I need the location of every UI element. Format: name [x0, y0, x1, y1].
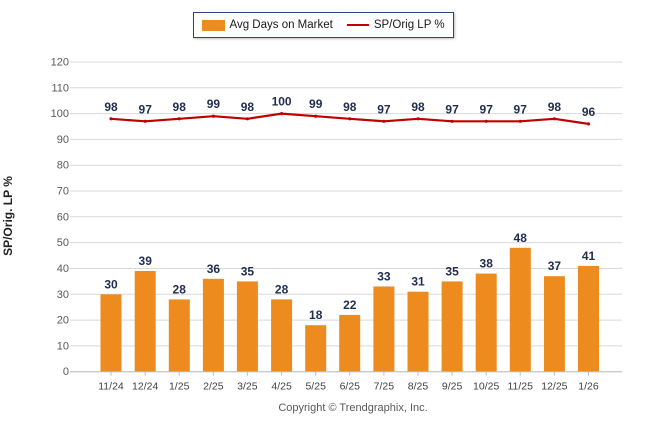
svg-text:96: 96 [582, 105, 596, 119]
svg-text:50: 50 [57, 237, 69, 249]
svg-text:97: 97 [377, 102, 391, 116]
svg-text:38: 38 [480, 257, 494, 271]
svg-text:30: 30 [57, 289, 69, 301]
svg-text:30: 30 [104, 277, 118, 291]
svg-text:9/25: 9/25 [442, 381, 463, 393]
svg-text:60: 60 [57, 211, 69, 223]
svg-text:1/26: 1/26 [578, 381, 599, 393]
svg-text:97: 97 [445, 102, 459, 116]
svg-text:6/25: 6/25 [340, 381, 361, 393]
svg-text:36: 36 [207, 262, 221, 276]
svg-text:97: 97 [480, 102, 494, 116]
svg-text:22: 22 [343, 298, 357, 312]
svg-text:90: 90 [57, 134, 69, 146]
svg-text:70: 70 [57, 186, 69, 198]
svg-text:33: 33 [377, 270, 391, 284]
svg-text:1/25: 1/25 [169, 381, 190, 393]
svg-text:11/24: 11/24 [98, 381, 124, 393]
svg-text:11/25: 11/25 [507, 381, 533, 393]
svg-text:10/25: 10/25 [473, 381, 499, 393]
svg-text:98: 98 [548, 100, 562, 114]
svg-text:35: 35 [241, 264, 255, 278]
svg-text:99: 99 [207, 97, 221, 111]
svg-text:12/25: 12/25 [541, 381, 567, 393]
svg-text:12/24: 12/24 [132, 381, 158, 393]
svg-text:110: 110 [51, 82, 69, 94]
svg-text:97: 97 [514, 102, 528, 116]
svg-text:39: 39 [139, 254, 153, 268]
svg-text:120: 120 [51, 57, 69, 69]
svg-text:4/25: 4/25 [271, 381, 292, 393]
svg-text:3/25: 3/25 [237, 381, 258, 393]
svg-text:98: 98 [173, 100, 187, 114]
svg-text:0: 0 [63, 366, 69, 378]
svg-text:2/25: 2/25 [203, 381, 224, 393]
svg-text:10: 10 [57, 340, 69, 352]
svg-text:18: 18 [309, 308, 323, 322]
svg-text:99: 99 [309, 97, 323, 111]
svg-text:98: 98 [411, 100, 425, 114]
svg-text:20: 20 [57, 315, 69, 327]
svg-text:41: 41 [582, 249, 596, 263]
svg-text:7/25: 7/25 [374, 381, 395, 393]
svg-text:48: 48 [514, 231, 528, 245]
svg-text:5/25: 5/25 [305, 381, 326, 393]
svg-text:97: 97 [139, 102, 153, 116]
svg-text:31: 31 [411, 275, 425, 289]
svg-text:100: 100 [51, 108, 69, 120]
svg-text:40: 40 [57, 263, 69, 275]
svg-text:100: 100 [272, 95, 292, 109]
svg-text:80: 80 [57, 160, 69, 172]
svg-text:37: 37 [548, 259, 562, 273]
svg-text:8/25: 8/25 [408, 381, 429, 393]
svg-text:28: 28 [275, 282, 289, 296]
svg-text:98: 98 [104, 100, 118, 114]
svg-text:98: 98 [241, 100, 255, 114]
svg-text:28: 28 [173, 282, 187, 296]
svg-text:35: 35 [445, 264, 459, 278]
svg-text:98: 98 [343, 100, 357, 114]
